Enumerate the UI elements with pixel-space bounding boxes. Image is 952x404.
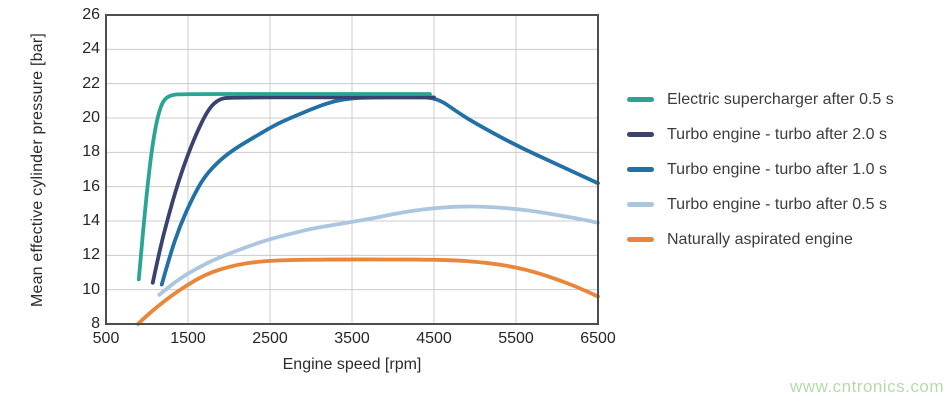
y-tick-label: 12 xyxy=(82,246,100,264)
legend-item: Electric supercharger after 0.5 s xyxy=(627,82,894,117)
y-tick-label: 26 xyxy=(82,6,100,23)
legend-swatch-line-icon xyxy=(627,237,654,242)
legend-label: Turbo engine - turbo after 2.0 s xyxy=(667,125,887,143)
legend-swatch-line-icon xyxy=(627,132,654,137)
legend-item: Turbo engine - turbo after 0.5 s xyxy=(627,187,894,222)
series-line xyxy=(150,95,436,285)
y-tick-label: 10 xyxy=(82,280,100,298)
series-line xyxy=(157,204,600,297)
y-tick-label: 14 xyxy=(82,212,100,229)
legend-label: Naturally aspirated engine xyxy=(667,230,853,248)
legend-item: Naturally aspirated engine xyxy=(627,222,894,257)
y-tick-label: 24 xyxy=(82,40,100,58)
series-line xyxy=(136,92,432,282)
x-tick-label: 2500 xyxy=(252,330,288,347)
x-tick-label: 500 xyxy=(92,330,120,347)
y-tick-label: 16 xyxy=(82,177,100,195)
legend-swatch-line-icon xyxy=(627,167,654,172)
x-axis-title: Engine speed [rpm] xyxy=(282,356,422,373)
series-line xyxy=(159,95,600,287)
y-tick-label: 8 xyxy=(91,315,100,332)
legend-swatch-line-icon xyxy=(627,97,654,102)
y-tick-label: 22 xyxy=(82,74,100,92)
watermark-text: www.cntronics.com xyxy=(790,377,944,396)
legend: Electric supercharger after 0.5 s Turbo … xyxy=(627,82,894,257)
legend-item: Turbo engine - turbo after 2.0 s xyxy=(627,117,894,152)
x-tick-label: 4500 xyxy=(416,330,452,347)
x-tick-label: 6500 xyxy=(580,330,616,347)
legend-item: Turbo engine - turbo after 1.0 s xyxy=(627,152,894,187)
x-tick-label: 5500 xyxy=(498,330,534,347)
legend-label: Electric supercharger after 0.5 s xyxy=(667,90,894,108)
legend-label: Turbo engine - turbo after 1.0 s xyxy=(667,160,887,178)
legend-swatch-line-icon xyxy=(627,202,654,207)
y-tick-label: 20 xyxy=(82,109,100,126)
series-line xyxy=(136,257,600,326)
y-tick-label: 18 xyxy=(82,143,100,161)
x-tick-label: 1500 xyxy=(170,330,206,347)
x-tick-label: 3500 xyxy=(334,330,370,347)
legend-label: Turbo engine - turbo after 0.5 s xyxy=(667,195,887,213)
plot-frame xyxy=(105,14,599,325)
